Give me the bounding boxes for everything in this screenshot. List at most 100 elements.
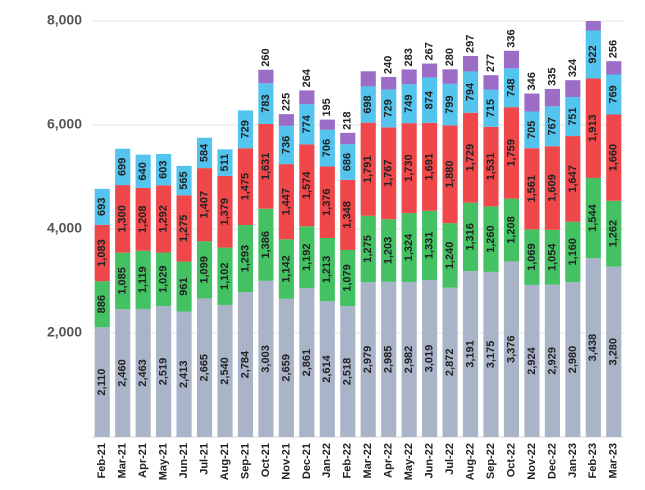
value-label: 767 [546, 117, 558, 135]
bar-segment [176, 195, 192, 262]
bar-segment [360, 282, 376, 437]
value-label: 774 [301, 114, 313, 133]
bar-segment [606, 266, 622, 437]
y-tick-label: 6,000 [47, 116, 82, 132]
value-label: 783 [260, 94, 272, 112]
bar-segment [503, 107, 520, 199]
value-label: 1,475 [239, 173, 251, 201]
value-label: 1,544 [587, 203, 599, 231]
value-label: 1,262 [608, 220, 620, 248]
bar-segment [196, 298, 213, 437]
value-label: 1,275 [362, 235, 374, 263]
value-label: 2,413 [178, 360, 190, 388]
value-label: 749 [403, 94, 415, 112]
value-label: 698 [362, 95, 374, 113]
value-label: 794 [464, 82, 476, 101]
value-label: 1,213 [321, 256, 333, 284]
bar-segment [381, 219, 397, 282]
bar-segment [585, 30, 601, 79]
value-label: 335 [546, 68, 558, 86]
bar-segment [565, 282, 581, 437]
bar-segment [483, 89, 499, 127]
value-label: 2,659 [280, 354, 292, 382]
value-label: 1,275 [178, 215, 190, 243]
bar-segment [278, 114, 294, 126]
value-label: 1,631 [260, 153, 272, 181]
value-label: 1,142 [280, 255, 292, 283]
value-label: 1,647 [567, 165, 579, 193]
y-tick-label: 2,000 [47, 324, 82, 340]
value-label: 1,160 [567, 238, 579, 266]
bar-segment [340, 144, 356, 180]
bar-segment [381, 281, 397, 437]
bar-segment [422, 122, 438, 211]
bar-segment [237, 292, 254, 437]
bar-segment [115, 309, 131, 437]
x-tick-label: May-21 [158, 443, 170, 480]
bar-segment [156, 153, 172, 186]
bar-segment [217, 149, 233, 176]
bar-segment [565, 97, 581, 137]
bar-segment [544, 146, 560, 230]
bar-segment [381, 76, 397, 90]
value-label: 1,791 [362, 155, 374, 183]
value-label: 1,079 [342, 264, 354, 292]
value-label: 511 [219, 154, 231, 172]
bar-segment [319, 119, 335, 130]
value-label: 1,324 [403, 233, 415, 261]
bar-segment [442, 287, 458, 437]
value-label: 1,316 [464, 223, 476, 251]
bar-segment [585, 258, 601, 437]
value-label: 1,348 [342, 201, 354, 229]
bar-segment [606, 200, 622, 267]
value-label: 2,784 [239, 350, 251, 378]
value-label: 3,191 [464, 340, 476, 368]
bar-segment [544, 229, 560, 285]
value-label: 603 [158, 160, 170, 178]
value-label: 2,929 [546, 347, 558, 375]
value-label: 218 [342, 111, 354, 129]
bar-segment [422, 77, 438, 123]
x-tick-label: Oct-22 [505, 443, 517, 477]
bar-segment [237, 148, 254, 225]
bar-segment [217, 304, 233, 437]
value-label: 751 [567, 107, 579, 125]
bar-segment [524, 229, 540, 285]
bar-segment [258, 280, 274, 437]
bar-segment [401, 281, 417, 437]
value-label: 1,561 [526, 175, 538, 203]
value-label: 729 [383, 99, 395, 117]
value-label: 1,029 [158, 265, 170, 293]
bar-segment [585, 177, 601, 259]
bar-segment [340, 306, 356, 437]
bar-segment [156, 252, 172, 307]
value-label: 1,691 [424, 153, 436, 181]
value-label: 705 [526, 121, 538, 139]
bar-segment [135, 250, 151, 309]
bar-segment [585, 78, 601, 178]
bar-segment [319, 237, 335, 302]
bar-segment [156, 185, 172, 253]
x-tick-label: Jun-22 [424, 443, 436, 478]
bar-segment [503, 198, 520, 262]
x-tick-label: May-22 [403, 443, 415, 480]
bar-segment [94, 327, 110, 437]
bar-segment [503, 68, 520, 108]
bar-segment [115, 185, 131, 253]
value-label: 3,376 [505, 335, 517, 363]
bar-segment [360, 122, 376, 216]
value-label: 1,386 [260, 231, 272, 259]
value-label: 1,880 [444, 161, 456, 189]
bar-segment [442, 223, 458, 288]
value-label: 2,924 [526, 346, 538, 374]
bar-segment [401, 84, 417, 124]
value-label: 1,730 [403, 154, 415, 182]
bar-segment [524, 148, 540, 230]
x-tick-label: Mar-21 [117, 443, 129, 478]
bar-segment [606, 74, 622, 115]
bar-segment [299, 104, 315, 145]
value-label: 280 [444, 48, 456, 66]
x-tick-label: Oct-21 [260, 443, 272, 477]
value-label: 2,519 [158, 358, 170, 386]
bar-segment [278, 298, 294, 437]
